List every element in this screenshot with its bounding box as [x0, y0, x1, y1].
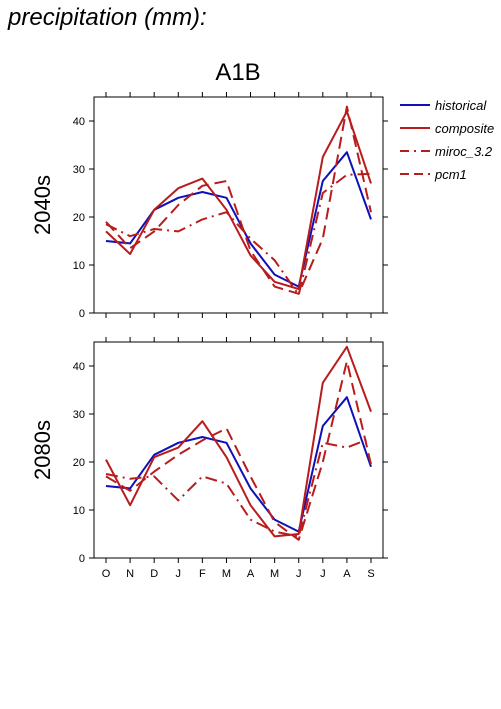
legend-item: composite [400, 121, 494, 136]
y-tick-label: 30 [73, 409, 85, 421]
y-tick-label: 10 [73, 260, 85, 272]
x-tick-label: N [126, 568, 134, 580]
page-title: precipitation (mm): [8, 4, 207, 31]
plot-frame [93, 341, 384, 559]
x-tick-label: A [343, 568, 351, 580]
panel-label: 2080s [30, 420, 55, 480]
y-tick-label: 20 [73, 212, 85, 224]
x-tick-label: O [102, 568, 111, 580]
legend-label: composite [435, 121, 494, 136]
x-tick-label: J [320, 568, 326, 580]
y-tick-label: 40 [73, 361, 85, 373]
legend: historical composite miroc_3.2 pcm1 [400, 98, 494, 182]
x-tick-label: J [296, 568, 302, 580]
y-tick-label: 20 [73, 457, 85, 469]
series-line-pcm1 [105, 360, 372, 541]
chart-panels: 0 10 20 30 40 2040s 0 10 20 30 40 O N D J F M A M J J A S 2080s [30, 92, 388, 580]
x-tick-label: M [222, 568, 231, 580]
x-tick-label: M [270, 568, 279, 580]
legend-label: pcm1 [434, 167, 467, 182]
series-line-historical [105, 151, 372, 288]
legend-item: miroc_3.2 [400, 144, 493, 159]
y-tick-label: 0 [79, 553, 85, 565]
y-tick-label: 30 [73, 164, 85, 176]
panel-label: 2040s [30, 175, 55, 235]
legend-item: pcm1 [400, 167, 467, 182]
series-line-miroc-3-2 [105, 172, 372, 296]
series-line-composite [105, 110, 372, 290]
y-tick-label: 10 [73, 505, 85, 517]
y-tick-label: 0 [79, 308, 85, 320]
legend-item: historical [400, 98, 487, 113]
legend-label: historical [435, 98, 487, 113]
y-tick-label: 40 [73, 116, 85, 128]
x-tick-label: A [247, 568, 255, 580]
panel-2040s: 0 10 20 30 40 2040s [30, 92, 388, 320]
series-line-historical [105, 396, 372, 533]
series-line-composite [105, 345, 372, 538]
x-tick-label: J [176, 568, 182, 580]
series-line-pcm1 [105, 105, 372, 295]
legend-label: miroc_3.2 [435, 144, 493, 159]
plot-frame [93, 96, 384, 314]
panel-2080s: 0 10 20 30 40 O N D J F M A M J J A S 2080s [30, 337, 388, 580]
x-tick-label: F [199, 568, 206, 580]
x-tick-label: D [150, 568, 158, 580]
x-tick-label: S [367, 568, 374, 580]
chart-title: A1B [215, 59, 260, 86]
